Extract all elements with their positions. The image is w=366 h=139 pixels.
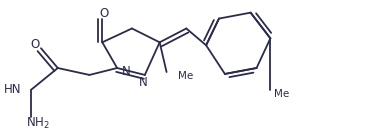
- Text: Me: Me: [274, 89, 290, 99]
- Text: NH$_2$: NH$_2$: [26, 116, 50, 131]
- Text: Me: Me: [179, 71, 194, 81]
- Text: N: N: [122, 65, 131, 79]
- Text: N: N: [138, 76, 147, 89]
- Text: HN: HN: [4, 83, 21, 96]
- Text: O: O: [100, 7, 109, 20]
- Text: O: O: [30, 38, 40, 51]
